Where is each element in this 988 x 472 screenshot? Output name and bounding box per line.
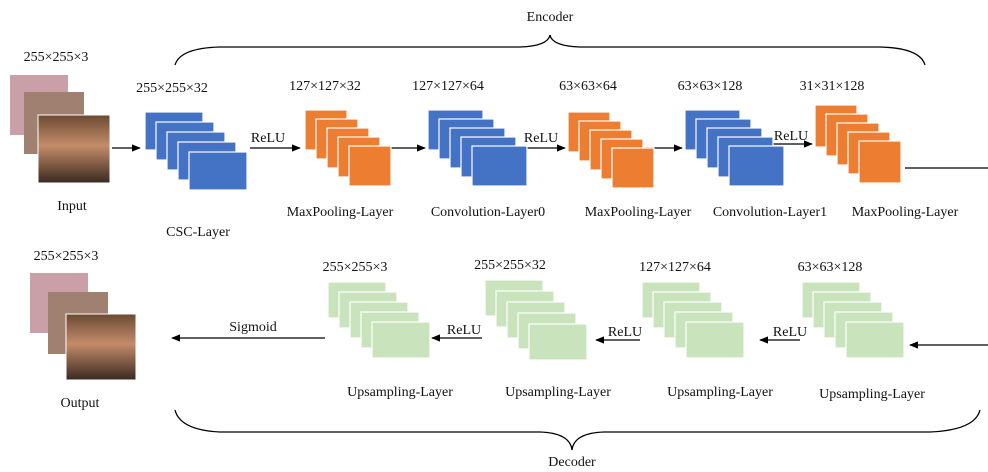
feature-map [729,146,784,186]
layer-name: Upsampling-Layer [667,385,773,400]
layer-name: Upsampling-Layer [819,387,925,402]
feature-map [472,146,527,186]
feature-map [846,322,904,358]
feature-map [349,146,391,186]
layer-name: MaxPooling-Layer [852,205,959,220]
activation: ReLU [524,131,558,146]
activation: ReLU [447,323,481,338]
feature-map [612,148,654,188]
output-dims: 255×255×3 [34,249,99,264]
output-images [30,273,136,380]
diagram: Encoder Decoder 255×255×3 Input 255×255×… [0,0,988,472]
layer-name: MaxPooling-Layer [287,205,394,220]
input-dims: 255×255×3 [24,50,89,65]
layer-name: Upsampling-Layer [347,385,453,400]
activation: Sigmoid [229,320,276,335]
activation: ReLU [251,131,285,146]
layer-dims: 255×255×3 [323,260,388,275]
input-label: Input [57,199,87,214]
layer-dims: 255×255×32 [474,258,546,273]
encoder-brace [175,35,925,65]
layer-dims: 127×127×32 [289,79,361,94]
decoder-title: Decoder [548,455,596,470]
layer-dims: 255×255×32 [136,81,208,96]
layer-name: Upsampling-Layer [505,385,611,400]
layer-name: CSC-Layer [166,225,230,240]
layer-dims: 63×63×64 [559,79,617,94]
feature-map [859,141,901,183]
layer-dims: 63×63×128 [798,260,863,275]
feature-map [686,322,744,358]
activation: ReLU [608,325,642,340]
layer-name: Convolution-Layer1 [713,205,827,220]
feature-map [189,152,247,190]
activation: ReLU [774,129,808,144]
encoder-title: Encoder [527,10,574,25]
layers: 255×255×32 CSC-Layer 127×127×32 MaxPooling-… [136,79,959,402]
layer-name: Convolution-Layer0 [431,205,545,220]
layer-dims: 127×127×64 [639,260,711,275]
layer-dims: 63×63×128 [678,79,743,94]
input-images [10,75,110,183]
feature-map [529,324,587,360]
decoder-brace [175,410,980,450]
layer-dims: 31×31×128 [800,79,865,94]
activation: ReLU [773,325,807,340]
feature-map [372,322,430,358]
layer-dims: 127×127×64 [412,79,484,94]
layer-name: MaxPooling-Layer [585,205,692,220]
output-label: Output [61,396,100,411]
